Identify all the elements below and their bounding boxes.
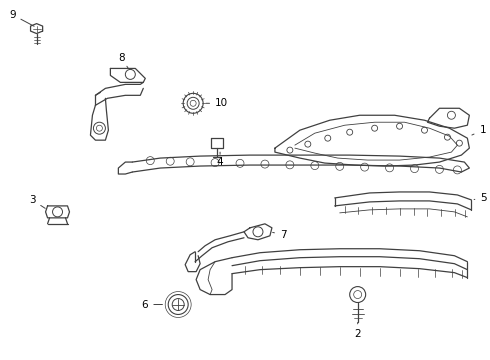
Text: 3: 3 bbox=[29, 195, 45, 208]
Text: 8: 8 bbox=[119, 54, 128, 68]
Text: 2: 2 bbox=[354, 323, 361, 339]
Text: 9: 9 bbox=[9, 10, 34, 26]
Text: 5: 5 bbox=[474, 193, 487, 203]
Text: 7: 7 bbox=[272, 230, 287, 240]
Text: 6: 6 bbox=[142, 300, 163, 310]
Text: 4: 4 bbox=[217, 152, 223, 167]
Text: 10: 10 bbox=[206, 98, 228, 108]
Text: 1: 1 bbox=[472, 125, 486, 135]
